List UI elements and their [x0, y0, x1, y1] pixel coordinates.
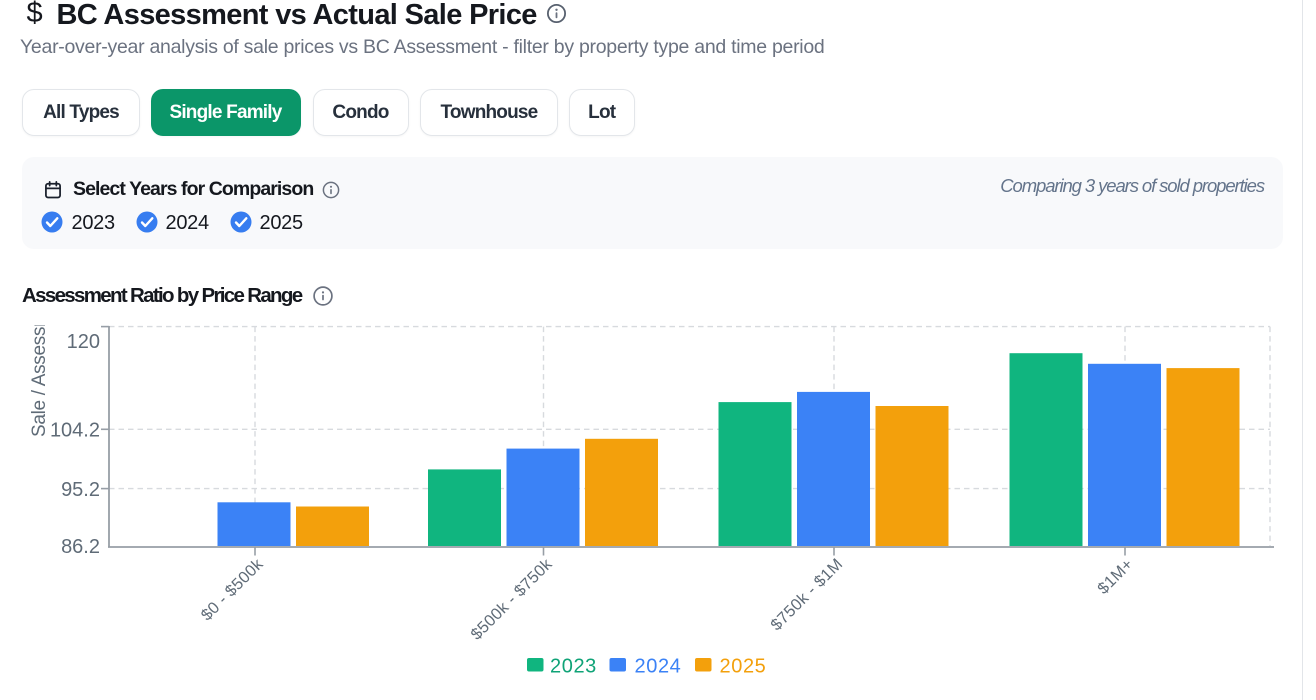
- svg-text:Sale / Assessment %: Sale / Assessment %: [29, 325, 50, 437]
- svg-text:120: 120: [67, 331, 100, 353]
- svg-text:2024: 2024: [635, 656, 682, 678]
- svg-text:$0 - $500k: $0 - $500k: [198, 555, 268, 625]
- svg-text:2023: 2023: [550, 656, 597, 678]
- svg-text:$750k - $1M: $750k - $1M: [767, 555, 846, 634]
- svg-text:$500k - $750k: $500k - $750k: [467, 555, 556, 644]
- svg-text:2025: 2025: [720, 656, 767, 678]
- svg-text:$1M+: $1M+: [1094, 555, 1137, 598]
- svg-text:104.2: 104.2: [50, 420, 100, 442]
- svg-text:95.2: 95.2: [61, 479, 100, 501]
- svg-text:86.2: 86.2: [61, 536, 100, 558]
